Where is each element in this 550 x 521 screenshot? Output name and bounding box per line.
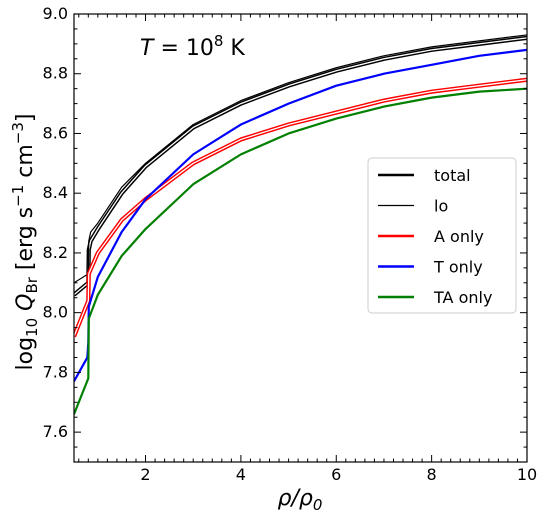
y-tick-label: 8.4 [43, 183, 68, 202]
series-line-lo [74, 34, 527, 284]
y-tick-label: 8.8 [43, 64, 68, 83]
x-tick-label: 8 [427, 465, 437, 484]
series-line-inner-total [74, 37, 527, 296]
series-line-ta-only [74, 87, 527, 415]
y-tick-label: 7.6 [43, 422, 68, 441]
legend-label-a-only: A only [434, 227, 484, 246]
y-tick-label: 9.0 [43, 4, 68, 23]
y-tick-label: 8.6 [43, 123, 68, 142]
legend-box [367, 157, 517, 314]
x-tick-label: 10 [517, 465, 537, 484]
x-axis-label: ρ/ρ0 [278, 486, 323, 514]
y-axis-label: log10 QBr [erg s−1 cm−3] [9, 114, 41, 371]
legend: total lo A only T only TA only [367, 157, 517, 314]
legend-label-ta-only: TA only [433, 288, 492, 307]
y-tick-label: 8.2 [43, 243, 68, 262]
plot-frame [73, 13, 528, 463]
x-tick-label: 4 [236, 465, 246, 484]
x-tick-label: 6 [331, 465, 341, 484]
temperature-annotation: T = 108 K [140, 32, 245, 61]
tick-layer: 2 4 6 8 10 7.6 7.8 8.0 8.2 8.4 8.6 8.8 9.0 [43, 4, 538, 484]
series-layer [74, 34, 527, 415]
y-tick-label: 7.8 [43, 362, 68, 381]
series-line-inner-a-only [74, 79, 527, 337]
x-tick-label: 2 [140, 465, 150, 484]
legend-label-t-only: T only [433, 258, 483, 277]
legend-label-lo: lo [434, 197, 448, 216]
y-tick-label: 8.0 [43, 303, 68, 322]
legend-label-total: total [434, 166, 471, 185]
